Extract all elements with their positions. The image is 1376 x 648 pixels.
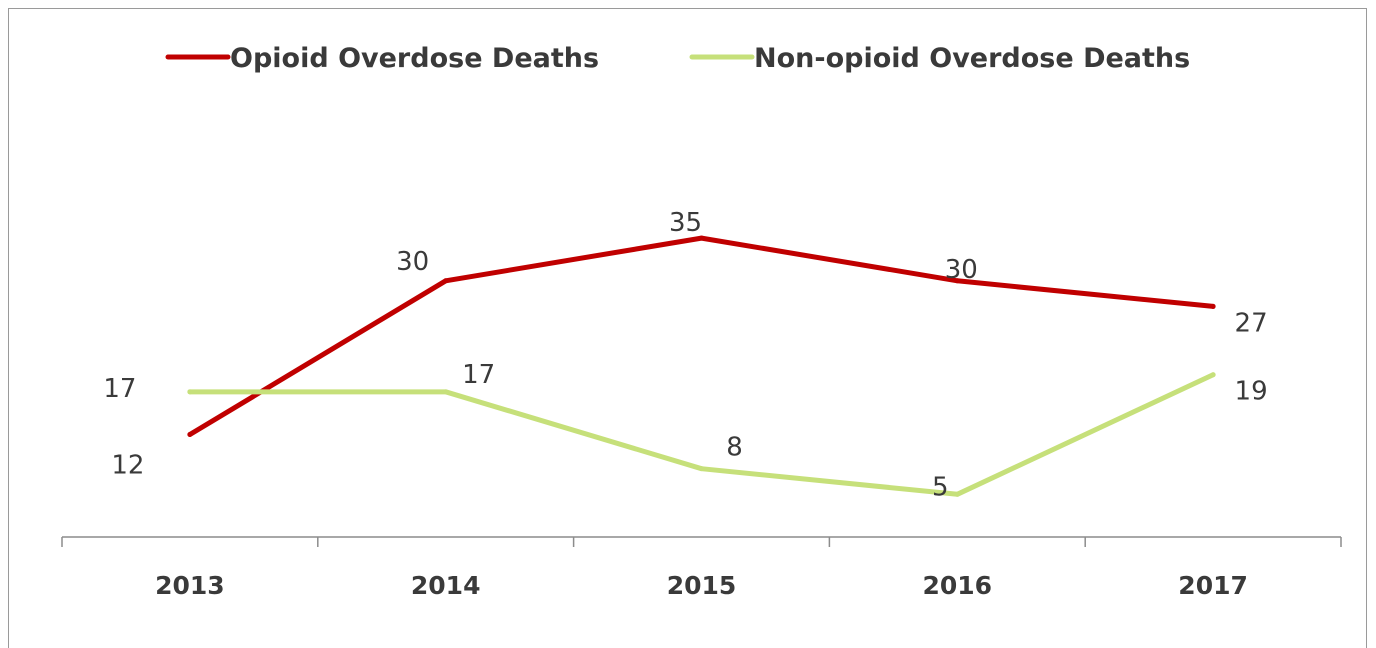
x-tick-label: 2016 <box>923 571 993 600</box>
data-label: 30 <box>396 247 429 277</box>
data-point <box>443 389 449 395</box>
data-label: 17 <box>103 374 136 404</box>
data-point <box>954 278 960 284</box>
data-label: 30 <box>945 255 978 285</box>
data-label: 35 <box>669 208 702 238</box>
chart-frame <box>8 8 1367 648</box>
data-point <box>187 389 193 395</box>
series-layer <box>187 235 1216 497</box>
data-point <box>1210 303 1216 309</box>
x-tick-label: 2014 <box>411 571 481 600</box>
data-label: 5 <box>932 472 949 502</box>
data-labels: 12 30 35 30 27 17 17 8 5 19 <box>103 208 1267 502</box>
data-label: 8 <box>726 433 743 463</box>
data-label: 19 <box>1235 377 1268 407</box>
data-point <box>187 432 193 438</box>
series-line <box>187 372 1216 497</box>
data-label: 12 <box>111 451 144 481</box>
data-point <box>954 491 960 497</box>
data-point <box>699 466 704 472</box>
legend-label: Opioid Overdose Deaths <box>230 43 599 74</box>
series-line <box>187 235 1216 438</box>
data-label: 27 <box>1235 308 1268 338</box>
x-axis: 2013 2014 2015 2016 2017 <box>61 536 1342 600</box>
data-point <box>443 278 449 284</box>
x-tick-label: 2013 <box>155 571 225 600</box>
x-tick-label: 2017 <box>1178 571 1248 600</box>
legend: Opioid Overdose Deaths Non-opioid Overdos… <box>165 43 1190 74</box>
legend-label: Non-opioid Overdose Deaths <box>754 43 1190 74</box>
x-tick-label: 2015 <box>667 571 737 600</box>
data-point <box>1210 372 1216 378</box>
data-point <box>699 235 704 241</box>
data-label: 17 <box>462 360 495 390</box>
